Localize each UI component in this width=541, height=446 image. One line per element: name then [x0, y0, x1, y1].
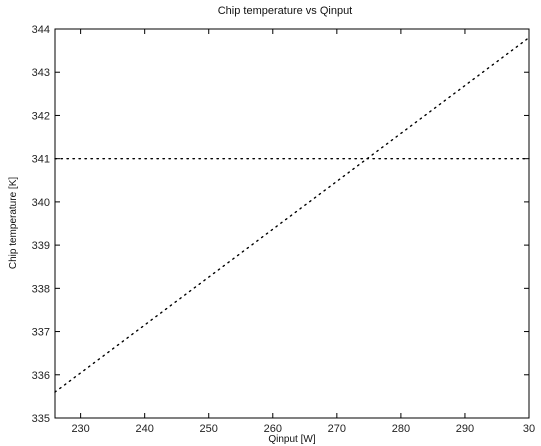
x-tick-label: 270 — [328, 423, 346, 435]
y-tick-label: 344 — [32, 24, 50, 36]
x-tick-label: 280 — [392, 423, 410, 435]
y-tick-label: 339 — [32, 240, 50, 252]
series-line-diagonal — [54, 36, 530, 393]
y-axis-label: Chip temperature [K] — [8, 177, 19, 269]
y-tick-label: 343 — [32, 67, 50, 79]
x-tick-label: 230 — [71, 423, 89, 435]
chart-title: Chip temperature vs Qinput — [218, 5, 353, 17]
y-tick-label: 338 — [32, 283, 50, 295]
x-axis-label: Qinput [W] — [268, 434, 315, 445]
x-tick-label: 240 — [135, 423, 153, 435]
x-tick-label: 290 — [456, 423, 474, 435]
axis-ticks: 230 240 250 260 270 280 290 30 335 336 337 338 339 34… — [32, 24, 535, 435]
y-tick-label: 340 — [32, 197, 50, 209]
y-tick-label: 335 — [32, 413, 50, 425]
y-tick-label: 342 — [32, 110, 50, 122]
x-tick-label: 30 — [523, 423, 535, 435]
x-tick-label: 260 — [264, 423, 282, 435]
y-tick-label: 341 — [32, 154, 50, 166]
plot-area — [54, 28, 530, 419]
x-tick-label: 250 — [200, 423, 218, 435]
y-tick-label: 336 — [32, 370, 50, 382]
y-tick-label: 337 — [32, 327, 50, 339]
series-layer — [54, 36, 530, 393]
